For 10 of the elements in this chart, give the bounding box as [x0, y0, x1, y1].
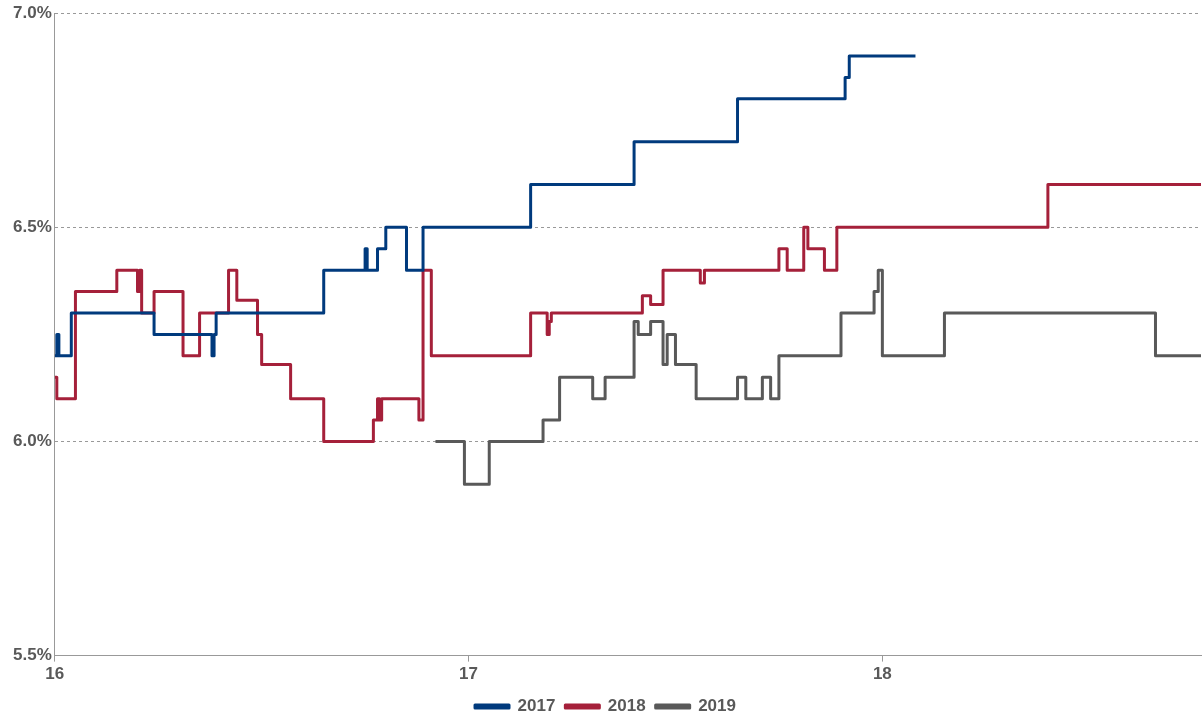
x-tick-label: 16 — [45, 664, 65, 684]
x-tick-label: 17 — [459, 664, 479, 684]
y-tick-label: 5.5% — [13, 645, 52, 665]
y-tick-label: 6.5% — [13, 217, 52, 237]
y-tick-label: 7.0% — [13, 2, 52, 22]
y-tick-label: 6.0% — [13, 431, 52, 451]
legend-label: 2019 — [698, 696, 736, 716]
legend-label: 2017 — [517, 696, 556, 716]
legend-label: 2018 — [607, 696, 646, 716]
x-tick-label: 18 — [872, 664, 892, 684]
